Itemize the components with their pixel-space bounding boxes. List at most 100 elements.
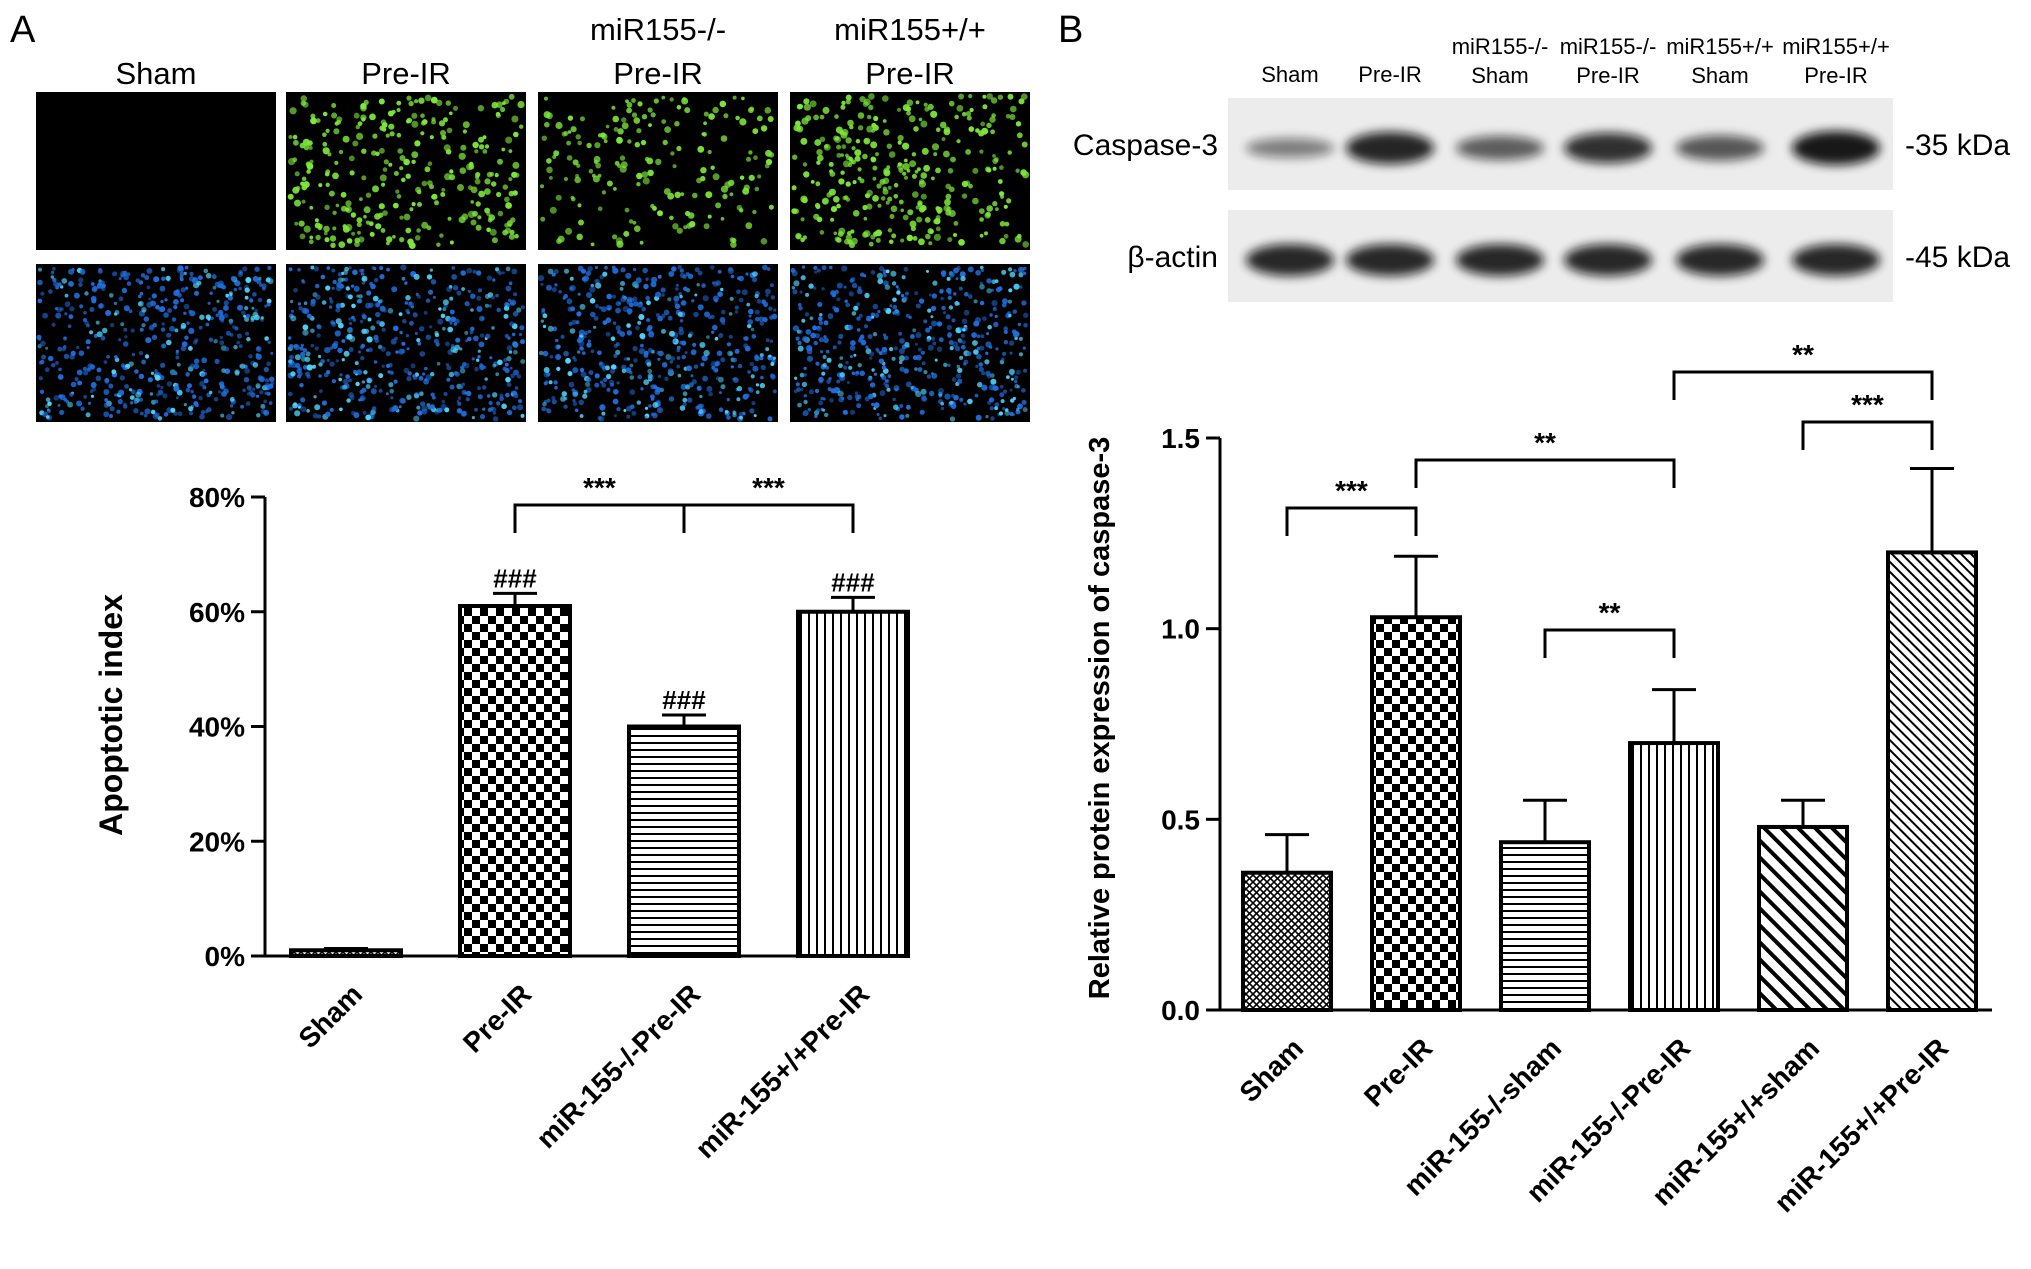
dapi-nucleus	[53, 281, 59, 287]
tunel-nucleus	[863, 98, 871, 106]
dapi-nucleus	[310, 265, 315, 270]
dapi-nucleus	[252, 362, 259, 368]
tunel-nucleus	[590, 242, 595, 247]
tunel-nucleus	[999, 221, 1006, 227]
dapi-nucleus	[680, 300, 687, 306]
tunel-nucleus	[502, 101, 506, 105]
tunel-nucleus	[392, 202, 399, 209]
dapi-nucleus	[691, 379, 697, 385]
dapi-nucleus	[876, 413, 880, 416]
dapi-nucleus	[130, 328, 135, 333]
tunel-nucleus	[903, 158, 908, 163]
tunel-nucleus	[911, 152, 917, 157]
dapi-nucleus	[727, 267, 734, 274]
dapi-nucleus	[821, 287, 825, 291]
dapi-nucleus	[668, 271, 675, 277]
tunel-nucleus	[841, 100, 846, 106]
dapi-nucleus	[477, 355, 481, 359]
tunel-nucleus	[340, 191, 347, 198]
tunel-nucleus	[345, 200, 352, 207]
dapi-nucleus	[362, 410, 367, 415]
dapi-nucleus	[931, 320, 937, 327]
dapi-nucleus	[348, 266, 352, 270]
dapi-nucleus	[1000, 357, 1005, 362]
dapi-nucleus	[320, 274, 326, 280]
dapi-nucleus	[366, 290, 372, 296]
dapi-nucleus	[103, 411, 110, 418]
dapi-nucleus	[577, 292, 581, 296]
bar	[458, 604, 572, 958]
dapi-nucleus	[324, 347, 331, 354]
dapi-nucleus	[593, 316, 599, 321]
dapi-nucleus	[849, 409, 856, 415]
dapi-nucleus	[355, 381, 360, 387]
dapi-nucleus	[426, 274, 433, 280]
dapi-nucleus	[161, 276, 166, 281]
tunel-nucleus	[466, 163, 473, 171]
dapi-nucleus	[803, 399, 808, 405]
blot-lane-label: Sham	[1261, 62, 1318, 87]
dapi-nucleus	[470, 326, 475, 331]
dapi-nucleus	[590, 311, 596, 318]
tunel-nucleus	[767, 116, 774, 122]
dapi-nucleus	[635, 325, 640, 331]
tunel-nucleus	[449, 169, 454, 174]
tunel-nucleus	[982, 94, 987, 99]
dapi-nucleus	[904, 341, 910, 348]
tunel-nucleus	[935, 226, 941, 232]
dapi-nucleus	[251, 306, 255, 310]
tunel-nucleus	[872, 165, 878, 171]
dapi-nucleus	[838, 363, 843, 369]
tunel-nucleus	[765, 158, 773, 166]
tunel-nucleus	[611, 105, 616, 110]
dapi-nucleus	[914, 367, 918, 371]
dapi-nucleus	[585, 381, 591, 387]
dapi-nucleus	[807, 408, 811, 412]
dapi-nucleus	[637, 374, 642, 380]
tunel-nucleus	[566, 140, 571, 146]
tunel-nucleus	[819, 114, 825, 120]
dapi-nucleus	[469, 330, 474, 335]
tunel-nucleus	[866, 189, 873, 197]
tunel-nucleus	[945, 193, 952, 200]
dapi-nucleus	[199, 314, 205, 320]
dapi-nucleus	[400, 348, 406, 354]
tunel-nucleus	[612, 115, 619, 123]
tunel-nucleus	[477, 215, 482, 220]
dapi-nucleus	[959, 327, 963, 331]
dapi-nucleus	[915, 303, 921, 309]
dapi-nucleus	[226, 414, 233, 421]
dapi-nucleus	[806, 345, 813, 352]
tunel-nucleus	[843, 160, 850, 168]
tunel-nucleus	[484, 144, 490, 149]
dapi-nucleus	[221, 391, 227, 397]
tunel-nucleus	[576, 233, 583, 241]
tunel-nucleus	[440, 130, 446, 136]
dapi-nucleus	[630, 404, 635, 410]
dapi-nucleus	[673, 295, 680, 302]
dapi-nucleus	[508, 281, 513, 286]
tunel-nucleus	[519, 124, 524, 129]
dapi-nucleus	[555, 338, 559, 343]
dapi-nucleus	[1009, 388, 1013, 392]
dapi-nucleus	[85, 412, 91, 418]
blot-band	[1676, 244, 1764, 276]
tunel-nucleus	[930, 110, 938, 118]
dapi-nucleus	[61, 278, 68, 284]
tunel-nucleus	[911, 173, 917, 179]
tunel-nucleus	[331, 103, 337, 108]
tunel-nucleus	[908, 115, 916, 123]
dapi-nucleus	[1021, 399, 1027, 405]
dapi-nucleus	[410, 363, 416, 369]
dapi-nucleus	[769, 339, 774, 343]
tunel-nucleus	[565, 227, 573, 235]
dapi-nucleus	[58, 367, 62, 372]
tunel-nucleus	[882, 119, 887, 123]
tunel-nucleus	[420, 113, 425, 118]
dapi-nucleus	[816, 408, 820, 413]
tunel-nucleus	[361, 175, 367, 181]
tunel-nucleus	[857, 167, 862, 172]
dapi-nucleus	[540, 319, 545, 323]
dapi-nucleus	[264, 382, 271, 389]
dapi-nucleus	[455, 337, 461, 343]
